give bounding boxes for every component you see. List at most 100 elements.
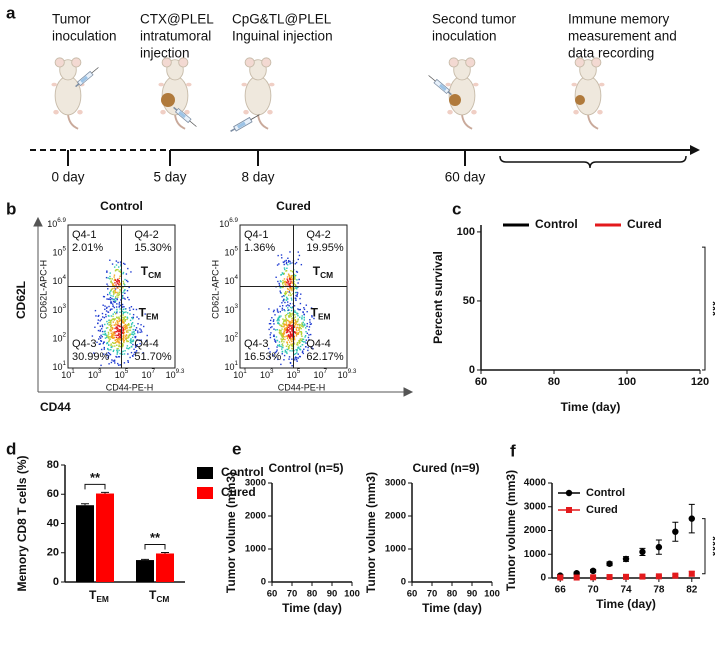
event-dot	[291, 289, 293, 292]
event-dot	[119, 304, 122, 307]
event-dot	[305, 330, 307, 333]
event-dot	[275, 336, 278, 338]
event-dot	[281, 302, 283, 304]
event-dot	[286, 264, 289, 266]
event-dot	[296, 352, 298, 354]
event-dot	[125, 334, 128, 337]
event-dot	[305, 346, 307, 348]
event-dot	[111, 341, 114, 344]
event-dot	[279, 305, 281, 308]
event-label: Inguinal injection	[232, 29, 333, 44]
event-dot	[295, 333, 298, 336]
event-dot	[108, 298, 110, 300]
event-dot	[128, 298, 130, 301]
chart-title: Cured (n=9)	[412, 461, 479, 475]
event-dot	[291, 350, 293, 352]
event-dot	[132, 340, 134, 343]
event-dot	[293, 336, 295, 338]
point	[623, 573, 629, 580]
event-dot	[112, 283, 114, 285]
event-dot	[109, 330, 112, 332]
event-dot	[291, 343, 294, 346]
event-dot	[122, 350, 124, 352]
event-dot	[134, 344, 137, 346]
event-dot	[119, 290, 122, 292]
event-dot	[126, 312, 129, 314]
event-dot	[289, 330, 291, 333]
event-dot	[289, 339, 292, 341]
panel-label: d	[6, 439, 16, 458]
event-dot	[278, 341, 281, 343]
event-dot	[110, 294, 112, 297]
event-dot	[274, 356, 277, 359]
event-dot	[124, 324, 126, 327]
event-dot	[290, 322, 292, 324]
event-dot	[130, 346, 133, 348]
y-tick-label: 60	[47, 488, 59, 500]
event-dot	[279, 324, 281, 326]
flow-x-tick-sub: 5	[125, 368, 129, 375]
event-dot	[286, 325, 289, 328]
event-dot	[118, 284, 120, 286]
day-label: 5 day	[153, 170, 186, 185]
event-label: data recording	[568, 46, 654, 61]
event-dot	[146, 334, 148, 337]
flow-x-tick-main: 10	[260, 370, 270, 380]
event-dot	[133, 353, 135, 356]
flow-y-tick-sub: 6.9	[57, 217, 66, 224]
event-dot	[293, 282, 295, 285]
event-dot	[278, 345, 280, 347]
event-dot	[122, 338, 124, 341]
event-dot	[281, 343, 284, 345]
event-dot	[140, 329, 142, 331]
event-dot	[281, 272, 284, 274]
event-dot	[120, 265, 122, 267]
event-dot	[283, 359, 285, 361]
event-dot	[281, 286, 284, 288]
y-tick-label: 3000	[245, 478, 266, 489]
event-dot	[132, 334, 135, 336]
event-dot	[283, 319, 285, 321]
event-dot	[297, 344, 299, 346]
flow-x-tick-main: 10	[233, 370, 243, 380]
event-dot	[289, 321, 291, 324]
event-dot	[99, 336, 101, 338]
event-dot	[100, 364, 102, 367]
event-dot	[118, 333, 120, 335]
event-dot	[114, 331, 116, 333]
event-dot	[109, 297, 112, 299]
event-dot	[281, 309, 283, 311]
event-dot	[287, 273, 290, 275]
event-dot	[312, 348, 314, 350]
quadrant-name: Q4-2	[134, 229, 158, 241]
event-dot	[107, 333, 110, 335]
event-dot	[294, 352, 297, 355]
event-dot	[113, 274, 116, 276]
event-dot	[300, 332, 303, 335]
event-dot	[122, 320, 124, 322]
event-dot	[283, 323, 285, 325]
point	[639, 573, 646, 580]
event-dot	[273, 309, 275, 312]
event-dot	[123, 337, 125, 339]
event-dot	[278, 282, 280, 285]
event-dot	[109, 299, 112, 301]
event-dot	[298, 348, 301, 350]
y-tick-label: 0	[401, 577, 406, 588]
event-dot	[280, 324, 282, 327]
event-dot	[109, 301, 112, 303]
event-dot	[274, 314, 276, 316]
event-dot	[288, 315, 290, 317]
flow-x-tick-main: 10	[287, 370, 297, 380]
x-axis-title: Time (day)	[282, 601, 342, 615]
event-dot	[297, 258, 299, 261]
event-dot	[277, 321, 279, 324]
event-dot	[110, 344, 112, 347]
event-dot	[115, 324, 118, 326]
event-dot	[125, 311, 127, 313]
event-dot	[122, 308, 124, 310]
event-dot	[110, 320, 112, 322]
event-dot	[112, 334, 114, 336]
event-dot	[130, 342, 133, 344]
event-dot	[269, 336, 272, 339]
